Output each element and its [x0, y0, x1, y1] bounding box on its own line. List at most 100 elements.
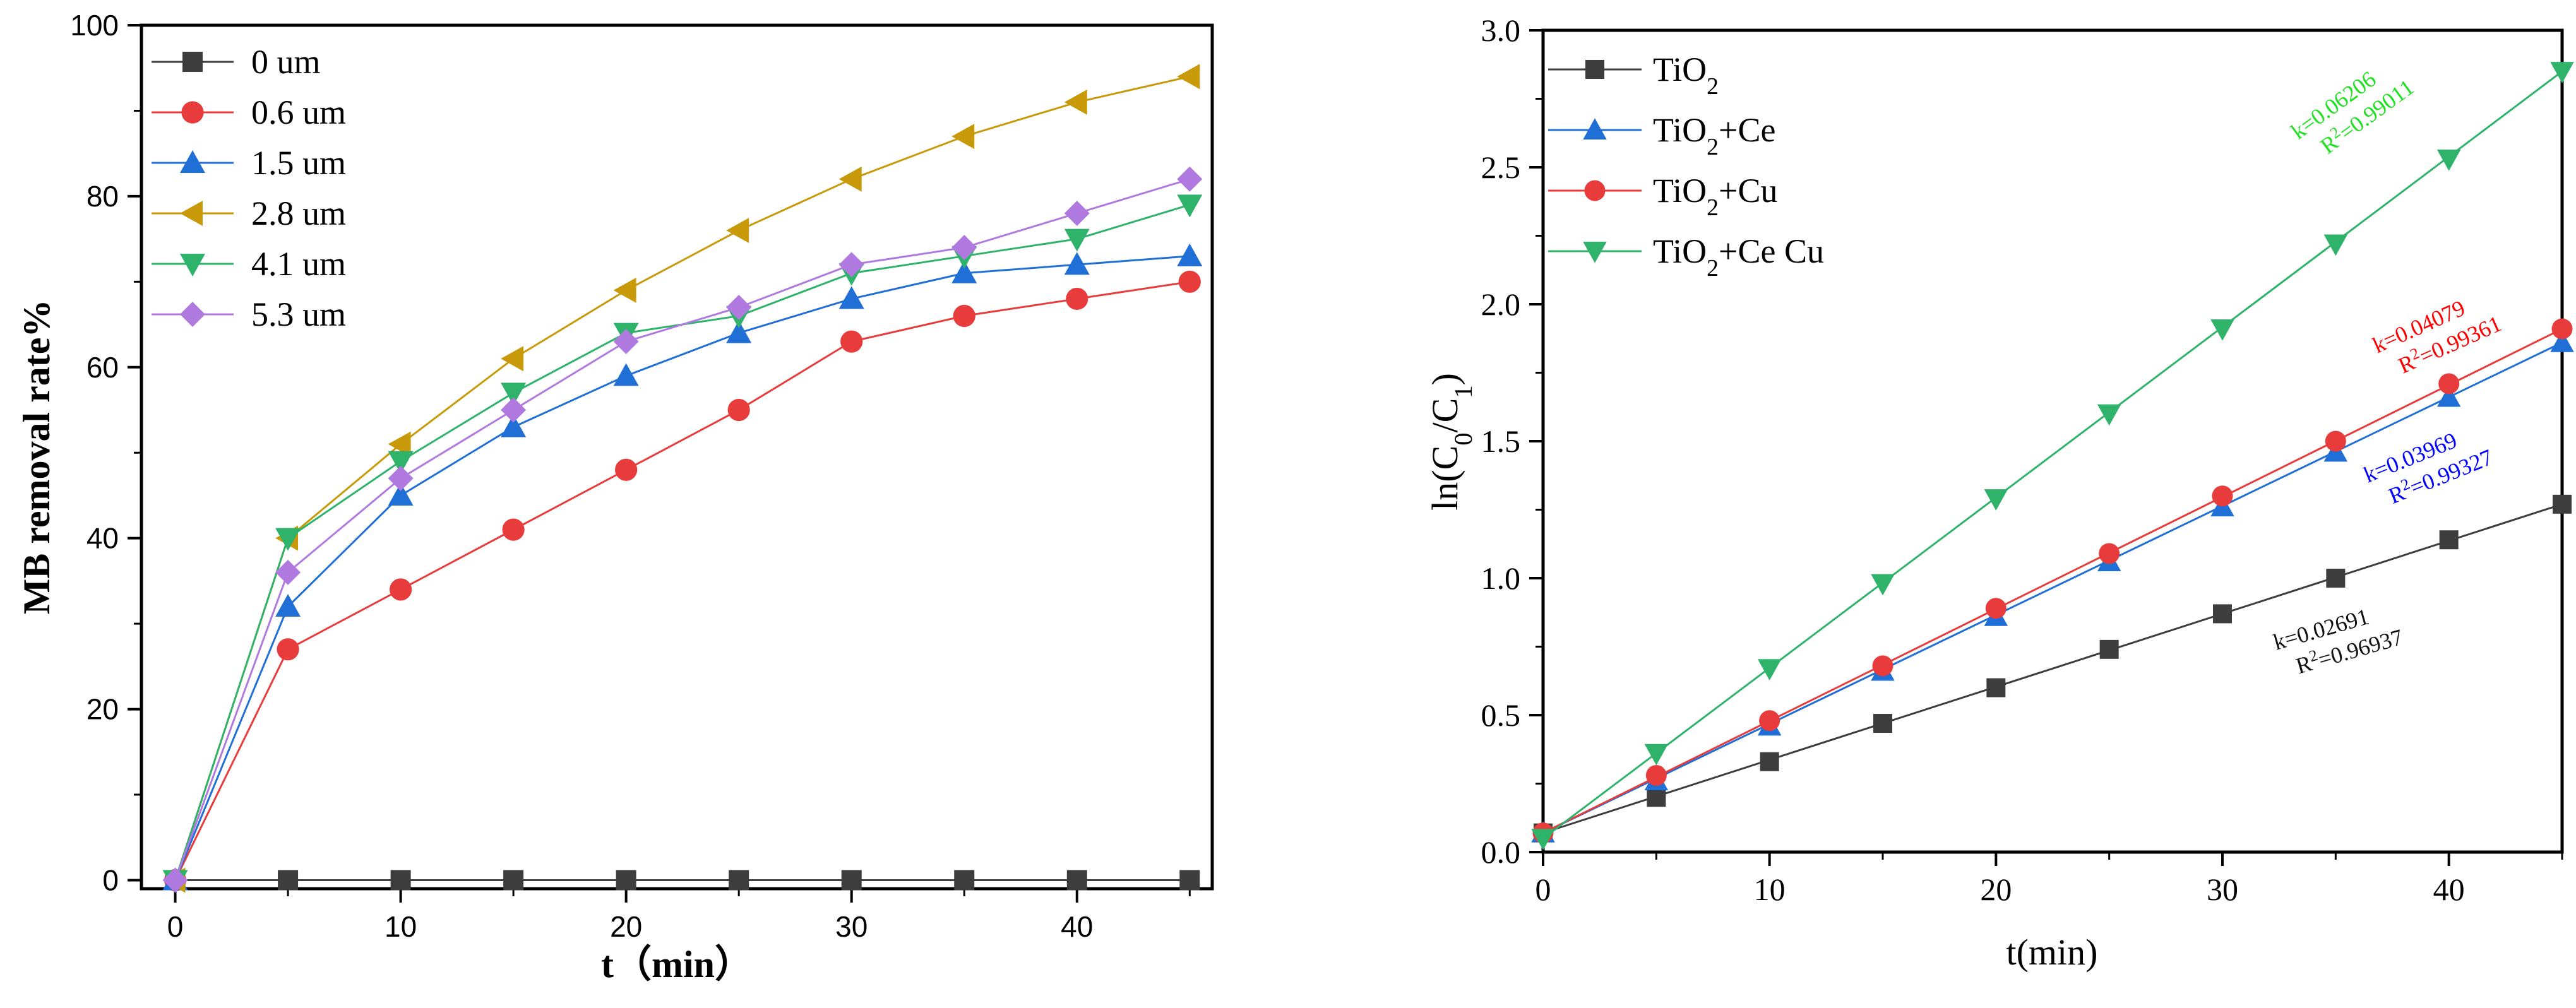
series-line — [174, 75, 1190, 881]
data-point — [2099, 639, 2119, 659]
data-point — [278, 870, 299, 891]
data-point — [2325, 430, 2346, 452]
legend-label: TiO2+Ce Cu — [1653, 232, 1824, 282]
x-tick-label: 10 — [1754, 872, 1786, 907]
data-point — [2550, 62, 2574, 83]
y-tick-label: 60 — [86, 351, 119, 384]
data-point — [726, 320, 752, 343]
data-point — [613, 277, 636, 303]
y-tick-label: 3.0 — [1481, 13, 1521, 48]
plot-frame — [140, 23, 1214, 891]
fit-line — [1542, 503, 2563, 834]
data-point — [501, 397, 527, 423]
series-line — [174, 280, 1190, 881]
data-point — [503, 870, 524, 891]
fit-line — [1542, 328, 2563, 834]
data-point — [2438, 373, 2460, 394]
data-point — [726, 218, 749, 244]
data-point — [838, 286, 864, 309]
data-point — [2551, 318, 2573, 340]
legend-label: 0 um — [251, 43, 321, 81]
x-tick-label: 30 — [2207, 872, 2238, 907]
data-point — [1872, 655, 1893, 677]
data-point — [838, 252, 864, 278]
legend-label: TiO2 — [1653, 50, 1719, 100]
data-point — [615, 458, 638, 481]
y-tick-label: 0.0 — [1481, 834, 1521, 870]
data-point — [390, 578, 412, 601]
data-point — [951, 124, 975, 150]
data-point — [1644, 744, 1669, 766]
y-axis-title: MB removal rate% — [16, 300, 57, 615]
data-point — [2439, 530, 2459, 550]
data-point — [1759, 710, 1780, 732]
data-point — [2323, 234, 2348, 256]
y-tick-label: 1.5 — [1481, 424, 1521, 459]
y-tick-label: 100 — [70, 9, 119, 42]
x-tick-label: 40 — [1061, 910, 1093, 943]
legend-label: TiO2+Cu — [1653, 172, 1777, 221]
legend-marker — [1583, 118, 1607, 139]
data-point — [2553, 494, 2572, 514]
data-point — [1177, 64, 1200, 90]
data-point — [951, 260, 977, 283]
data-point — [1064, 252, 1090, 275]
data-point — [1066, 870, 1087, 891]
data-point — [1064, 89, 1087, 115]
data-point — [390, 870, 411, 891]
legend-label: TiO2+Ce — [1653, 111, 1775, 160]
fit-line — [1542, 341, 2563, 834]
y-tick-label: 2.0 — [1481, 287, 1521, 322]
series-line — [174, 178, 1190, 881]
data-point — [502, 518, 525, 541]
x-tick-label: 10 — [385, 910, 417, 943]
data-point — [2436, 149, 2461, 171]
data-point — [1871, 574, 1895, 596]
data-point — [1873, 714, 1892, 733]
removal-rate-chart: 0 10 20 30 40 0 20 40 60 80 100 0 um 0.6 um 1.5 um 2… — [16, 9, 1214, 985]
y-tick-label: 80 — [86, 180, 119, 213]
data-point — [275, 559, 301, 585]
data-point — [2210, 319, 2234, 341]
y-tick-label: 0.5 — [1481, 697, 1521, 733]
data-point — [1177, 194, 1203, 218]
legend-label: 2.8 um — [251, 194, 346, 232]
data-point — [727, 398, 750, 422]
data-point — [2212, 485, 2233, 507]
data-point — [2326, 569, 2346, 588]
data-point — [1066, 287, 1088, 311]
x-tick-label: 30 — [835, 910, 868, 943]
data-point — [1064, 200, 1090, 226]
legend-label: 4.1 um — [251, 245, 346, 283]
legend-marker — [180, 254, 205, 276]
data-point — [613, 329, 639, 355]
data-point — [1178, 270, 1201, 293]
x-tick-label: 20 — [610, 910, 642, 943]
y-axis-title-text: ln(C0/C1) — [1424, 373, 1477, 511]
x-tick-label: 40 — [2433, 872, 2465, 907]
data-point — [388, 451, 414, 474]
data-point — [1757, 659, 1782, 680]
x-axis-title: t(min) — [2007, 932, 2098, 973]
fit-line — [1542, 70, 2563, 839]
x-axis-title: t（min） — [601, 943, 753, 985]
data-point — [726, 294, 752, 320]
x-tick-label: 0 — [167, 910, 184, 943]
data-point — [613, 363, 639, 386]
data-point — [1064, 228, 1090, 252]
data-point — [840, 330, 863, 353]
data-point — [501, 414, 527, 437]
legend-marker — [1585, 60, 1604, 79]
data-point — [951, 235, 977, 261]
y-axis-title: ln(C0/C1) — [1424, 373, 1477, 511]
data-point — [1984, 489, 2008, 511]
data-point — [2213, 604, 2232, 624]
y-tick-label: 40 — [86, 522, 119, 555]
kinetics-chart: 0 10 20 30 40 0.0 0.5 1.0 1.5 2.0 2.5 3.0 k=0.0620… — [1424, 13, 2574, 973]
data-point — [277, 638, 299, 661]
data-point — [1531, 829, 1555, 851]
data-point — [1179, 870, 1200, 891]
data-point — [1647, 788, 1666, 807]
series-line — [174, 255, 1190, 881]
